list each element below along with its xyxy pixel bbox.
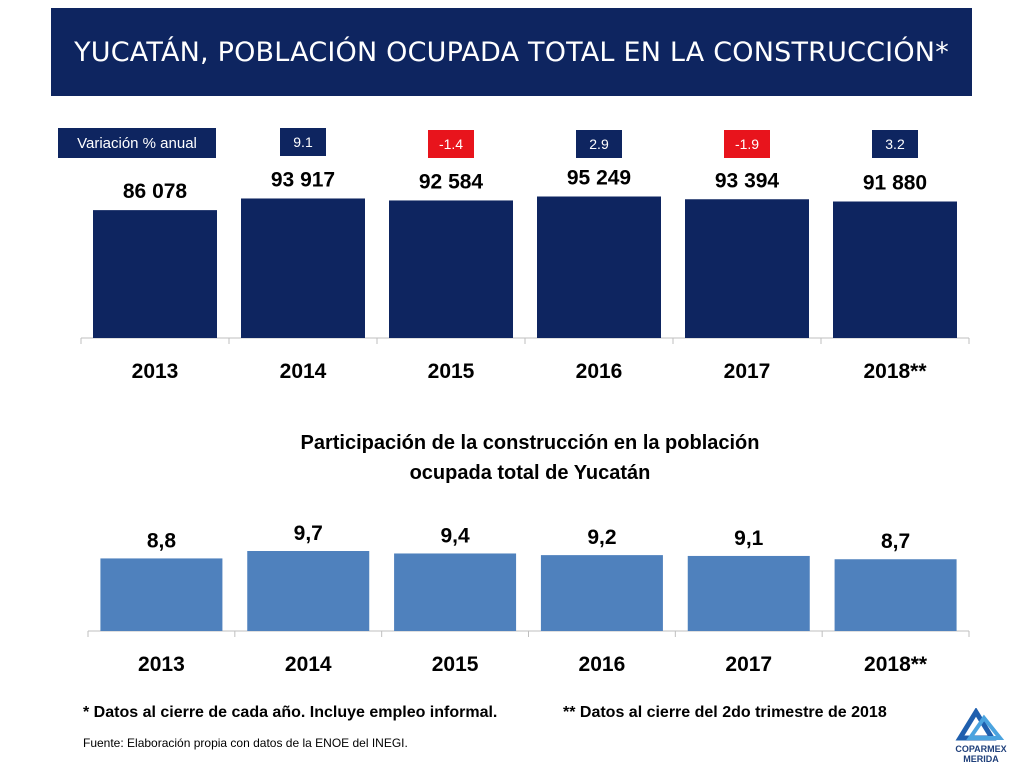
chart2-title-line1: Participación de la construcción en la p… bbox=[300, 432, 760, 454]
x-tick-label: 2018** bbox=[863, 360, 927, 383]
footnote-1: * Datos al cierre de cada año. Incluye e… bbox=[83, 704, 498, 721]
bar bbox=[687, 555, 810, 631]
variation-badge: 9.1 bbox=[280, 128, 326, 156]
x-tick-label: 2014 bbox=[285, 653, 332, 676]
footnote-2: ** Datos al cierre del 2do trimestre de … bbox=[563, 704, 887, 721]
x-tick-label: 2013 bbox=[132, 360, 179, 383]
bar bbox=[833, 201, 957, 338]
logo-line2: MERIDA bbox=[963, 754, 999, 764]
data-label: 9,4 bbox=[440, 524, 470, 547]
data-label: 91 880 bbox=[863, 172, 927, 195]
x-tick-label: 2016 bbox=[579, 653, 626, 676]
bar bbox=[537, 196, 661, 338]
x-tick-label: 2015 bbox=[428, 360, 475, 383]
bar bbox=[685, 199, 809, 338]
chart2-title: Participación de la construcción en la p… bbox=[220, 428, 840, 488]
data-label: 95 249 bbox=[567, 167, 631, 190]
data-label: 93 917 bbox=[271, 168, 335, 191]
bar bbox=[241, 198, 365, 338]
bar bbox=[247, 551, 370, 631]
bar bbox=[389, 200, 513, 338]
variation-badge: 3.2 bbox=[872, 130, 918, 158]
data-label: 86 078 bbox=[123, 180, 188, 203]
source-note: Fuente: Elaboración propia con datos de … bbox=[83, 736, 408, 750]
x-tick-label: 2018** bbox=[864, 653, 928, 676]
bar bbox=[93, 210, 217, 338]
page-title: YUCATÁN, POBLACIÓN OCUPADA TOTAL EN LA C… bbox=[51, 8, 972, 96]
data-label: 9,7 bbox=[294, 522, 323, 545]
bar bbox=[540, 555, 663, 631]
chart2-title-line2: ocupada total de Yucatán bbox=[409, 462, 651, 484]
data-label: 8,8 bbox=[147, 529, 177, 552]
variation-badge: 2.9 bbox=[576, 130, 622, 158]
x-tick-label: 2016 bbox=[576, 360, 623, 383]
data-label: 93 394 bbox=[715, 169, 780, 192]
bar bbox=[834, 559, 957, 631]
data-label: 9,1 bbox=[734, 527, 764, 550]
logo-line1: COPARMEX bbox=[955, 744, 1006, 754]
data-label: 92 584 bbox=[419, 170, 484, 193]
x-tick-label: 2017 bbox=[725, 653, 772, 676]
x-tick-label: 2015 bbox=[432, 653, 479, 676]
x-tick-label: 2013 bbox=[138, 653, 185, 676]
variation-badge: -1.4 bbox=[428, 130, 474, 158]
variation-badge: -1.9 bbox=[724, 130, 770, 158]
x-tick-label: 2017 bbox=[724, 360, 771, 383]
coparmex-logo-icon: COPARMEX MERIDA bbox=[946, 708, 1016, 764]
data-label: 8,7 bbox=[881, 530, 910, 553]
x-tick-label: 2014 bbox=[280, 360, 327, 383]
bar bbox=[100, 558, 223, 631]
data-label: 9,2 bbox=[587, 526, 616, 549]
bar bbox=[394, 553, 517, 631]
variation-label: Variación % anual bbox=[58, 128, 216, 158]
